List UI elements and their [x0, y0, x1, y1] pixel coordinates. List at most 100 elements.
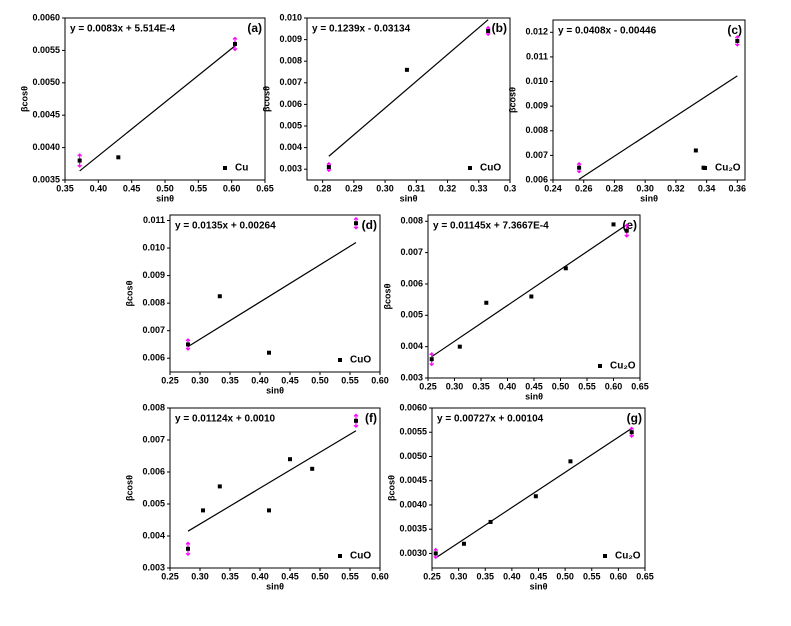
y-tick-label: 0.007 [400, 247, 423, 257]
x-tick-label: 0.45 [525, 381, 543, 391]
data-point [568, 459, 573, 464]
x-tick-label: 0.30 [191, 375, 209, 385]
y-tick-label: 0.0045 [399, 475, 427, 485]
panel-label: (e) [622, 218, 637, 232]
x-tick-label: 0.60 [223, 183, 241, 193]
data-point [326, 165, 331, 170]
data-point [611, 222, 616, 227]
x-axis-label: sinθ [640, 193, 658, 203]
data-point [429, 357, 434, 362]
x-tick-label: 0.55 [578, 381, 596, 391]
y-tick-label: 0.006 [400, 278, 423, 288]
legend-label: Cu₂O [610, 361, 636, 372]
y-tick-label: 0.005 [142, 498, 165, 508]
panel: 0.28 0.29 0.30 0.31 0.32 0.33 0.3 0.003 0.004 0.0… [261, 12, 516, 203]
x-tick-label: 0.60 [610, 571, 628, 581]
x-axis-label: sinθ [266, 385, 284, 395]
x-tick-label: 0.45 [281, 571, 299, 581]
x-tick-label: 0.25 [419, 381, 437, 391]
data-point [461, 541, 466, 546]
x-axis-label: sinθ [266, 581, 284, 591]
y-axis-label: βcosθ [19, 86, 29, 112]
x-tick-label: 0.28 [606, 183, 624, 193]
x-tick-label: 0.24 [544, 183, 562, 193]
legend-label: Cu₂O [715, 163, 741, 174]
y-tick-label: 0.003 [400, 372, 423, 382]
y-tick-label: 0.005 [400, 310, 423, 320]
x-tick-label: 0.55 [341, 375, 359, 385]
y-tick-label: 0.008 [142, 298, 165, 308]
panel: 0.25 0.30 0.35 0.40 0.45 0.50 0.55 0.60 0.003 0.0… [124, 402, 388, 591]
y-tick-label: 0.007 [142, 325, 165, 335]
data-point [201, 508, 205, 513]
y-tick-label: 0.011 [526, 51, 548, 61]
fit-line [435, 427, 633, 559]
x-tick-label: 0.55 [341, 571, 359, 581]
x-tick-label: 0.55 [583, 571, 601, 581]
data-point [116, 155, 121, 160]
x-tick-label: 0.35 [472, 381, 490, 391]
equation: y = 0.01124x + 0.0010 [175, 414, 276, 425]
legend-marker [468, 166, 472, 170]
y-axis-label: βcosθ [124, 475, 134, 501]
data-point [354, 418, 358, 423]
x-axis-label: sinθ [525, 391, 543, 401]
y-tick-label: 0.010 [525, 76, 548, 86]
x-tick-label: 0.30 [446, 381, 464, 391]
y-tick-label: 0.0055 [32, 45, 60, 55]
y-tick-label: 0.0055 [399, 427, 427, 437]
data-point [624, 228, 629, 233]
plot-frame [427, 214, 641, 379]
x-tick-label: 0.34 [698, 183, 716, 193]
legend-marker [338, 358, 342, 362]
y-tick-label: 0.006 [279, 99, 302, 109]
x-tick-label: 0.25 [161, 375, 179, 385]
data-point [186, 546, 190, 551]
x-tick-label: 0.31 [408, 183, 426, 193]
x-tick-label: 0.29 [345, 183, 363, 193]
data-point [186, 342, 190, 347]
x-tick-label: 0.40 [251, 375, 269, 385]
data-point [486, 28, 491, 33]
plot-frame [169, 214, 381, 373]
panel-label: (g) [627, 411, 642, 425]
data-point [563, 266, 568, 271]
y-tick-label: 0.009 [525, 101, 548, 111]
x-tick-label: 0.45 [123, 183, 141, 193]
y-tick-label: 0.006 [142, 353, 165, 363]
y-tick-label: 0.011 [143, 215, 165, 225]
x-tick-label: 0.50 [552, 381, 570, 391]
data-point [693, 148, 698, 153]
equation: y = 0.0408x - 0.00446 [558, 26, 657, 37]
x-axis-label: sinθ [530, 581, 548, 591]
y-tick-label: 0.0050 [32, 77, 60, 87]
data-point [233, 41, 237, 46]
y-axis-label: βcosθ [124, 280, 134, 306]
y-tick-label: 0.009 [279, 34, 302, 44]
data-point [629, 430, 634, 435]
legend-label: CuO [480, 163, 501, 174]
x-tick-label: 0.3 [504, 183, 517, 193]
fit-line [578, 75, 738, 180]
data-point [217, 294, 222, 299]
fit-line [79, 45, 236, 172]
data-point [457, 344, 462, 349]
y-tick-label: 0.006 [525, 174, 548, 184]
plot-frame [552, 19, 746, 181]
data-point [577, 165, 582, 170]
data-point [484, 300, 489, 305]
x-tick-label: 0.60 [605, 381, 623, 391]
y-tick-label: 0.0035 [32, 174, 60, 184]
data-point [404, 67, 409, 72]
panel: 0.35 0.40 0.45 0.50 0.55 0.60 0.65 0.0035 0.0040… [19, 12, 273, 203]
legend-marker [598, 364, 602, 368]
y-tick-label: 0.0060 [399, 402, 427, 412]
x-tick-label: 0.50 [311, 375, 329, 385]
x-tick-label: 0.45 [281, 375, 299, 385]
x-tick-label: 0.33 [470, 183, 488, 193]
y-tick-label: 0.0040 [32, 142, 60, 152]
legend-marker [703, 166, 707, 170]
equation: y = 0.1239x - 0.03134 [312, 24, 411, 35]
fit-line [187, 430, 357, 532]
x-tick-label: 0.50 [156, 183, 174, 193]
